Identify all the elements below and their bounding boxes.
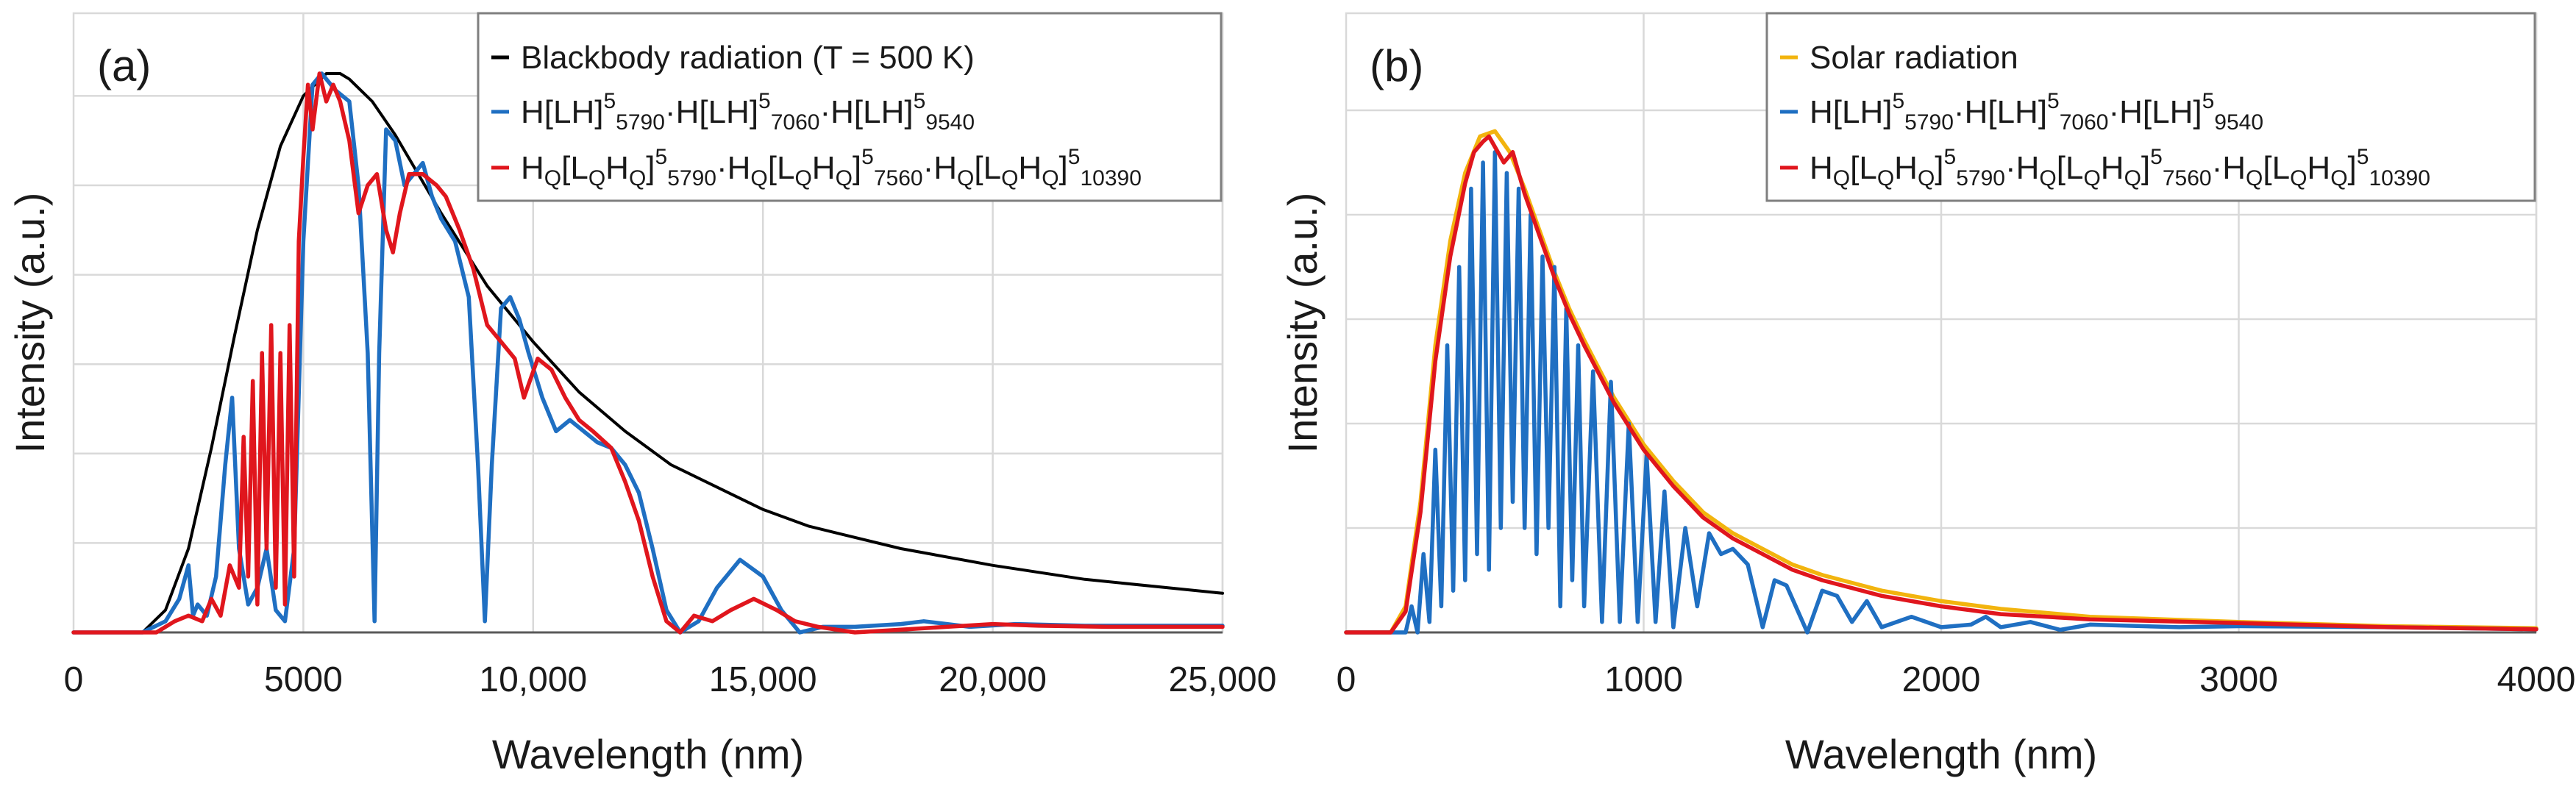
x-axis-title: Wavelength (nm): [1785, 731, 2097, 777]
legend-entry: H[LH]55790·H[LH]57060·H[LH]59540: [521, 89, 975, 135]
panel-label: (b): [1370, 41, 1423, 90]
x-tick-label: 4000: [2497, 660, 2576, 699]
legend-entry: HQ[LQHQ]55790·HQ[LQHQ]57560·HQ[LQHQ]5103…: [1810, 145, 2430, 190]
legend-box: [1765, 12, 2536, 202]
series-line-3: [1344, 134, 2538, 635]
legend: Blackbody radiation (T = 500 K) H[LH]5579…: [477, 12, 1223, 202]
legend-box: [477, 12, 1223, 202]
x-tick-label: 2000: [1902, 660, 1981, 699]
panel-b: 0 1000 2000 3000 4000 Wavelength (nm) Intensit…: [1279, 12, 2576, 777]
series-line-2: [1344, 150, 2538, 635]
x-tick-label: 20,000: [939, 660, 1047, 699]
y-axis-title: Intensity (a.u.): [1279, 193, 1326, 454]
x-tick-label: 0: [64, 660, 84, 699]
series-line-3: [71, 71, 1225, 635]
x-tick-label: 15,000: [709, 660, 817, 699]
x-tick-label: 25,000: [1169, 660, 1277, 699]
legend: Solar radiation H[LH]55790·H[LH]57060·H[L…: [1765, 12, 2536, 202]
x-tick-label: 3000: [2199, 660, 2278, 699]
y-axis-title: Intensity (a.u.): [7, 193, 53, 454]
panel-a: 0 5000 10,000 15,000 20,000 25,000 Wavelength …: [7, 12, 1277, 777]
x-tick-label: 1000: [1604, 660, 1683, 699]
x-axis-title: Wavelength (nm): [492, 731, 804, 777]
legend-entry: HQ[LQHQ]55790·HQ[LQHQ]57560·HQ[LQHQ]5103…: [521, 145, 1142, 190]
legend-entry: H[LH]55790·H[LH]57060·H[LH]59540: [1810, 89, 2263, 135]
panel-label: (a): [97, 41, 151, 90]
legend-entry: Solar radiation: [1810, 40, 2018, 76]
x-tick-label: 5000: [264, 660, 343, 699]
x-tick-label: 0: [1337, 660, 1356, 699]
series-line-1: [1344, 129, 2538, 635]
series-line-2: [71, 71, 1225, 635]
x-tick-label: 10,000: [479, 660, 587, 699]
legend-entry: Blackbody radiation (T = 500 K): [521, 40, 975, 76]
